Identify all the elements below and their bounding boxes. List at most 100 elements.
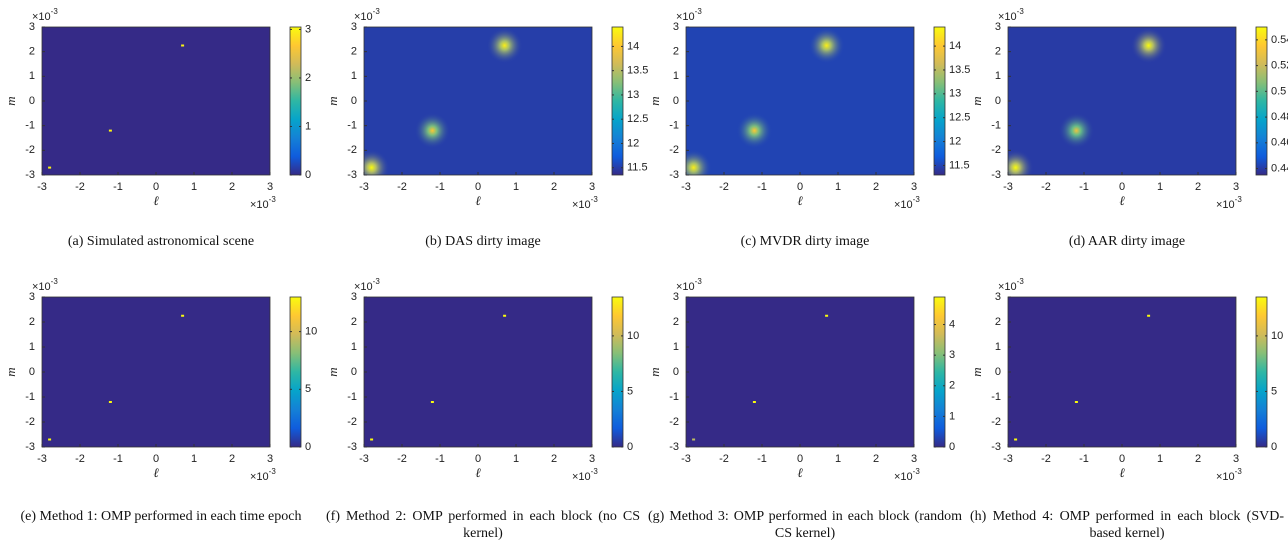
x-tick-label: 0 <box>475 453 481 465</box>
colorbar <box>934 297 945 447</box>
colorbar-tick-label: 5 <box>305 383 311 395</box>
y-axis-label: m <box>647 96 662 105</box>
y-tick-label: 2 <box>673 46 679 58</box>
colorbar-tick-label: 13.5 <box>949 64 970 76</box>
caption: (f) Method 2: OMP performed in each bloc… <box>326 508 640 542</box>
colorbar-tick-label: 0.44 <box>1271 162 1288 174</box>
x-tick-label: 0 <box>475 181 481 193</box>
x-tick-label: -1 <box>113 181 123 193</box>
x-tick-label: 0 <box>153 453 159 465</box>
y-tick-label: -3 <box>669 441 679 453</box>
y-tick-label: 0 <box>995 366 1001 378</box>
x-tick-label: 1 <box>513 181 519 193</box>
colorbar <box>290 297 301 447</box>
axis-scale-label: ×10-3 <box>250 195 276 211</box>
x-tick-label: -3 <box>359 181 369 193</box>
x-tick-label: 0 <box>1119 181 1125 193</box>
axis-scale-exponent: -3 <box>269 467 277 476</box>
x-tick-label: 3 <box>1233 181 1239 193</box>
x-axis-label: ℓ <box>797 465 803 480</box>
y-tick-label: -1 <box>25 120 35 132</box>
colorbar-tick-label: 1 <box>305 120 311 132</box>
colorbar-tick-label: 0 <box>627 441 633 453</box>
y-tick-label: 0 <box>673 95 679 107</box>
colorbar-tick-label: 13 <box>627 89 639 101</box>
colorbar-tick-label: 2 <box>305 72 311 84</box>
figure: -3-2-10123-3-2-10123ℓm×10-3×10-30123-3-2… <box>0 0 1288 554</box>
axis-scale-label: ×10-3 <box>250 467 276 483</box>
source-spot <box>809 28 845 64</box>
caption: (b) DAS dirty image <box>326 233 640 250</box>
x-axis-label: ℓ <box>475 193 481 208</box>
y-tick-label: -3 <box>25 441 35 453</box>
source-spot <box>825 315 828 317</box>
axis-scale-label: ×10-3 <box>894 195 920 211</box>
colorbar-tick-label: 0 <box>949 441 955 453</box>
colorbar-tick-label: 13 <box>949 88 961 100</box>
x-tick-label: 3 <box>267 181 273 193</box>
x-tick-label: -2 <box>719 453 729 465</box>
y-tick-label: 1 <box>673 341 679 353</box>
y-tick-label: -2 <box>25 144 35 156</box>
x-tick-label: -2 <box>1041 181 1051 193</box>
y-tick-label: 1 <box>29 70 35 82</box>
axis-scale-label: ×10-3 <box>572 467 598 483</box>
axis-scale-base: ×10 <box>998 281 1017 293</box>
y-tick-label: 0 <box>29 366 35 378</box>
x-tick-label: 3 <box>911 453 917 465</box>
x-tick-label: 1 <box>835 181 841 193</box>
axis-scale-label: ×10-3 <box>676 7 702 23</box>
y-tick-label: 0 <box>351 366 357 378</box>
x-tick-label: -3 <box>37 181 47 193</box>
caption: (a) Simulated astronomical scene <box>4 233 318 250</box>
x-tick-label: 0 <box>1119 453 1125 465</box>
axis-scale-label: ×10-3 <box>32 277 58 293</box>
x-tick-label: -3 <box>681 453 691 465</box>
x-tick-label: 2 <box>551 181 557 193</box>
source-spot <box>736 113 772 149</box>
y-tick-label: -1 <box>347 120 357 132</box>
axis-scale-exponent: -3 <box>373 277 381 286</box>
source-spot <box>370 439 373 441</box>
axis-scale-exponent: -3 <box>51 277 59 286</box>
y-tick-label: -1 <box>669 120 679 132</box>
y-axis-label: m <box>3 367 18 376</box>
y-tick-label: 1 <box>29 341 35 353</box>
y-tick-label: -1 <box>991 120 1001 132</box>
x-axis-label: ℓ <box>797 193 803 208</box>
x-tick-label: 3 <box>911 181 917 193</box>
y-axis-label: m <box>647 367 662 376</box>
source-spot <box>1014 439 1017 441</box>
x-tick-label: 2 <box>229 181 235 193</box>
x-tick-label: -2 <box>397 181 407 193</box>
x-tick-label: 2 <box>873 453 879 465</box>
axis-scale-label: ×10-3 <box>354 277 380 293</box>
colorbar-tick-label: 1 <box>949 410 955 422</box>
x-tick-label: 1 <box>191 453 197 465</box>
y-tick-label: 2 <box>351 316 357 328</box>
x-tick-label: 3 <box>589 453 595 465</box>
source-spot <box>48 167 51 169</box>
source-spot <box>1058 113 1094 149</box>
source-spot <box>431 401 434 403</box>
x-tick-label: 0 <box>797 181 803 193</box>
image-background <box>42 27 270 175</box>
colorbar <box>1256 27 1267 175</box>
x-tick-label: 1 <box>835 453 841 465</box>
y-tick-label: -3 <box>25 169 35 181</box>
axis-scale-base: ×10 <box>572 471 591 483</box>
y-tick-label: 2 <box>29 316 35 328</box>
source-spot <box>487 28 523 64</box>
y-tick-label: 0 <box>351 95 357 107</box>
source-spot <box>1075 401 1078 403</box>
axis-scale-exponent: -3 <box>1235 467 1243 476</box>
x-tick-label: 2 <box>873 181 879 193</box>
y-tick-label: 2 <box>995 316 1001 328</box>
axis-scale-label: ×10-3 <box>894 467 920 483</box>
caption: (g) Method 3: OMP performed in each bloc… <box>648 508 962 542</box>
source-spot <box>1147 315 1150 317</box>
x-tick-label: -3 <box>359 453 369 465</box>
x-axis-label: ℓ <box>475 465 481 480</box>
axis-scale-base: ×10 <box>572 199 591 211</box>
colorbar-tick-label: 11.5 <box>627 162 648 174</box>
